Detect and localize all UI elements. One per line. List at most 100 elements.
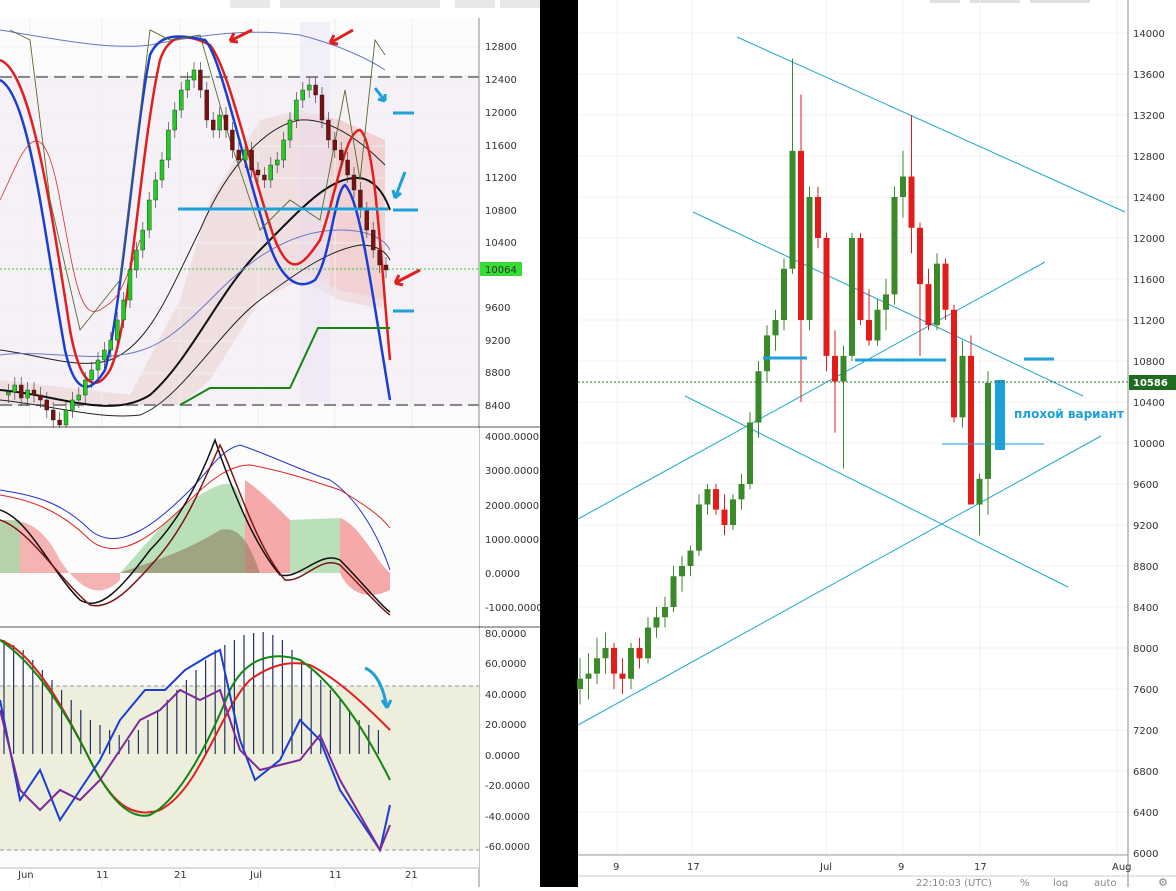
candle (951, 304, 957, 423)
candle-body (806, 197, 813, 320)
y-tick-label: 12800 (1133, 152, 1165, 163)
y-tick-label: 3000.0000 (485, 466, 539, 477)
y-tick-label: 13600 (1133, 70, 1165, 81)
toolbar-stub (1030, 0, 1090, 3)
percent-toggle[interactable]: % (1020, 878, 1030, 889)
candle-body (383, 264, 389, 271)
stoch-axis-labels: 80.0000 60.0000 40.0000 20.0000 0.0000 -… (485, 629, 530, 853)
candle (772, 309, 779, 351)
macd-maroon-line (0, 443, 391, 616)
y-tick-label: 8400 (1133, 603, 1158, 614)
candle-body (172, 109, 178, 131)
candle (577, 658, 583, 705)
macd-histogram-neg (340, 518, 390, 595)
candle (191, 62, 197, 88)
candle (223, 107, 229, 138)
candle (159, 152, 165, 188)
candle-body (789, 150, 796, 269)
blue-arrow (364, 666, 393, 709)
candle-body (332, 139, 337, 151)
candle-body (891, 197, 898, 295)
candle-body (345, 159, 350, 176)
candle-body (31, 389, 37, 396)
candle-body (51, 409, 56, 421)
candle-body (6, 391, 11, 396)
y-tick-label: 7200 (1133, 726, 1158, 737)
candle (874, 299, 881, 346)
candle (917, 222, 923, 356)
candle-body (371, 229, 376, 251)
auto-toggle[interactable]: auto (1094, 878, 1117, 889)
candle (900, 150, 906, 218)
last-price-label: 10064 (485, 265, 517, 276)
candle (294, 92, 299, 128)
y-tick-label: 7600 (1133, 685, 1158, 696)
candle (210, 112, 216, 138)
candle (696, 494, 702, 556)
y-tick-label: 40.0000 (485, 690, 526, 701)
candle (959, 340, 966, 428)
macd-histogram-pos (290, 518, 340, 573)
olive-line (9, 29, 386, 332)
candle (798, 94, 804, 402)
candle-body (577, 678, 583, 689)
candle (198, 62, 203, 98)
y-tick-label: 2000.0000 (485, 501, 539, 512)
candle-body (127, 269, 133, 301)
y-tick-label: 8400 (485, 401, 510, 412)
price-axis-labels: 12800 12400 12000 11600 11200 10800 1040… (480, 42, 522, 412)
macd-black-line (0, 437, 391, 613)
left-candles (6, 62, 389, 433)
candle (217, 107, 222, 138)
left-x-axis: Jun 11 21 Jul 11 21 (0, 867, 479, 881)
right-grid (578, 0, 1128, 855)
image-divider (540, 0, 578, 887)
candle-body (294, 99, 299, 121)
candle-body (857, 238, 864, 320)
candle (178, 82, 184, 118)
candle-body (210, 119, 216, 131)
y-tick-label: 11200 (485, 173, 517, 184)
blue-arrow (391, 171, 407, 200)
candle (255, 162, 261, 183)
highlight-column (300, 22, 330, 402)
log-toggle[interactable]: log (1053, 878, 1068, 889)
right-candles (577, 58, 991, 705)
candle-body (866, 320, 872, 341)
candle (89, 362, 94, 388)
stoch-purple-line (0, 688, 391, 853)
settings-gear-icon[interactable]: ⚙ (1158, 876, 1168, 889)
candle (204, 82, 210, 128)
candle-body (146, 199, 152, 231)
trend-line (577, 261, 1046, 520)
candle (307, 77, 312, 98)
candle-body (198, 69, 203, 91)
candle (704, 484, 711, 515)
candle-body (134, 249, 139, 271)
candle (281, 132, 286, 168)
candle (63, 402, 69, 433)
candle-body (313, 84, 318, 96)
candle (908, 115, 915, 254)
toolbar-stub (280, 0, 440, 8)
candle (275, 152, 280, 173)
candle-body (236, 149, 242, 161)
candle (351, 167, 357, 198)
candle (636, 637, 643, 669)
bad-scenario-bar (995, 380, 1005, 450)
y-tick-label: 4000.0000 (485, 432, 539, 443)
candle-body (619, 673, 626, 679)
candle-body (959, 355, 966, 418)
candle-body (191, 69, 197, 81)
candle (645, 617, 651, 664)
candle-body (840, 355, 847, 382)
y-tick-label: -40.0000 (485, 812, 530, 823)
candle (108, 332, 114, 358)
candle (713, 484, 719, 515)
candle (925, 268, 932, 331)
y-tick-label: 9600 (1133, 480, 1158, 491)
candle (891, 186, 898, 305)
candle-body (594, 658, 600, 674)
left-chart: 12800 12400 12000 11600 11200 10800 1040… (0, 0, 543, 887)
